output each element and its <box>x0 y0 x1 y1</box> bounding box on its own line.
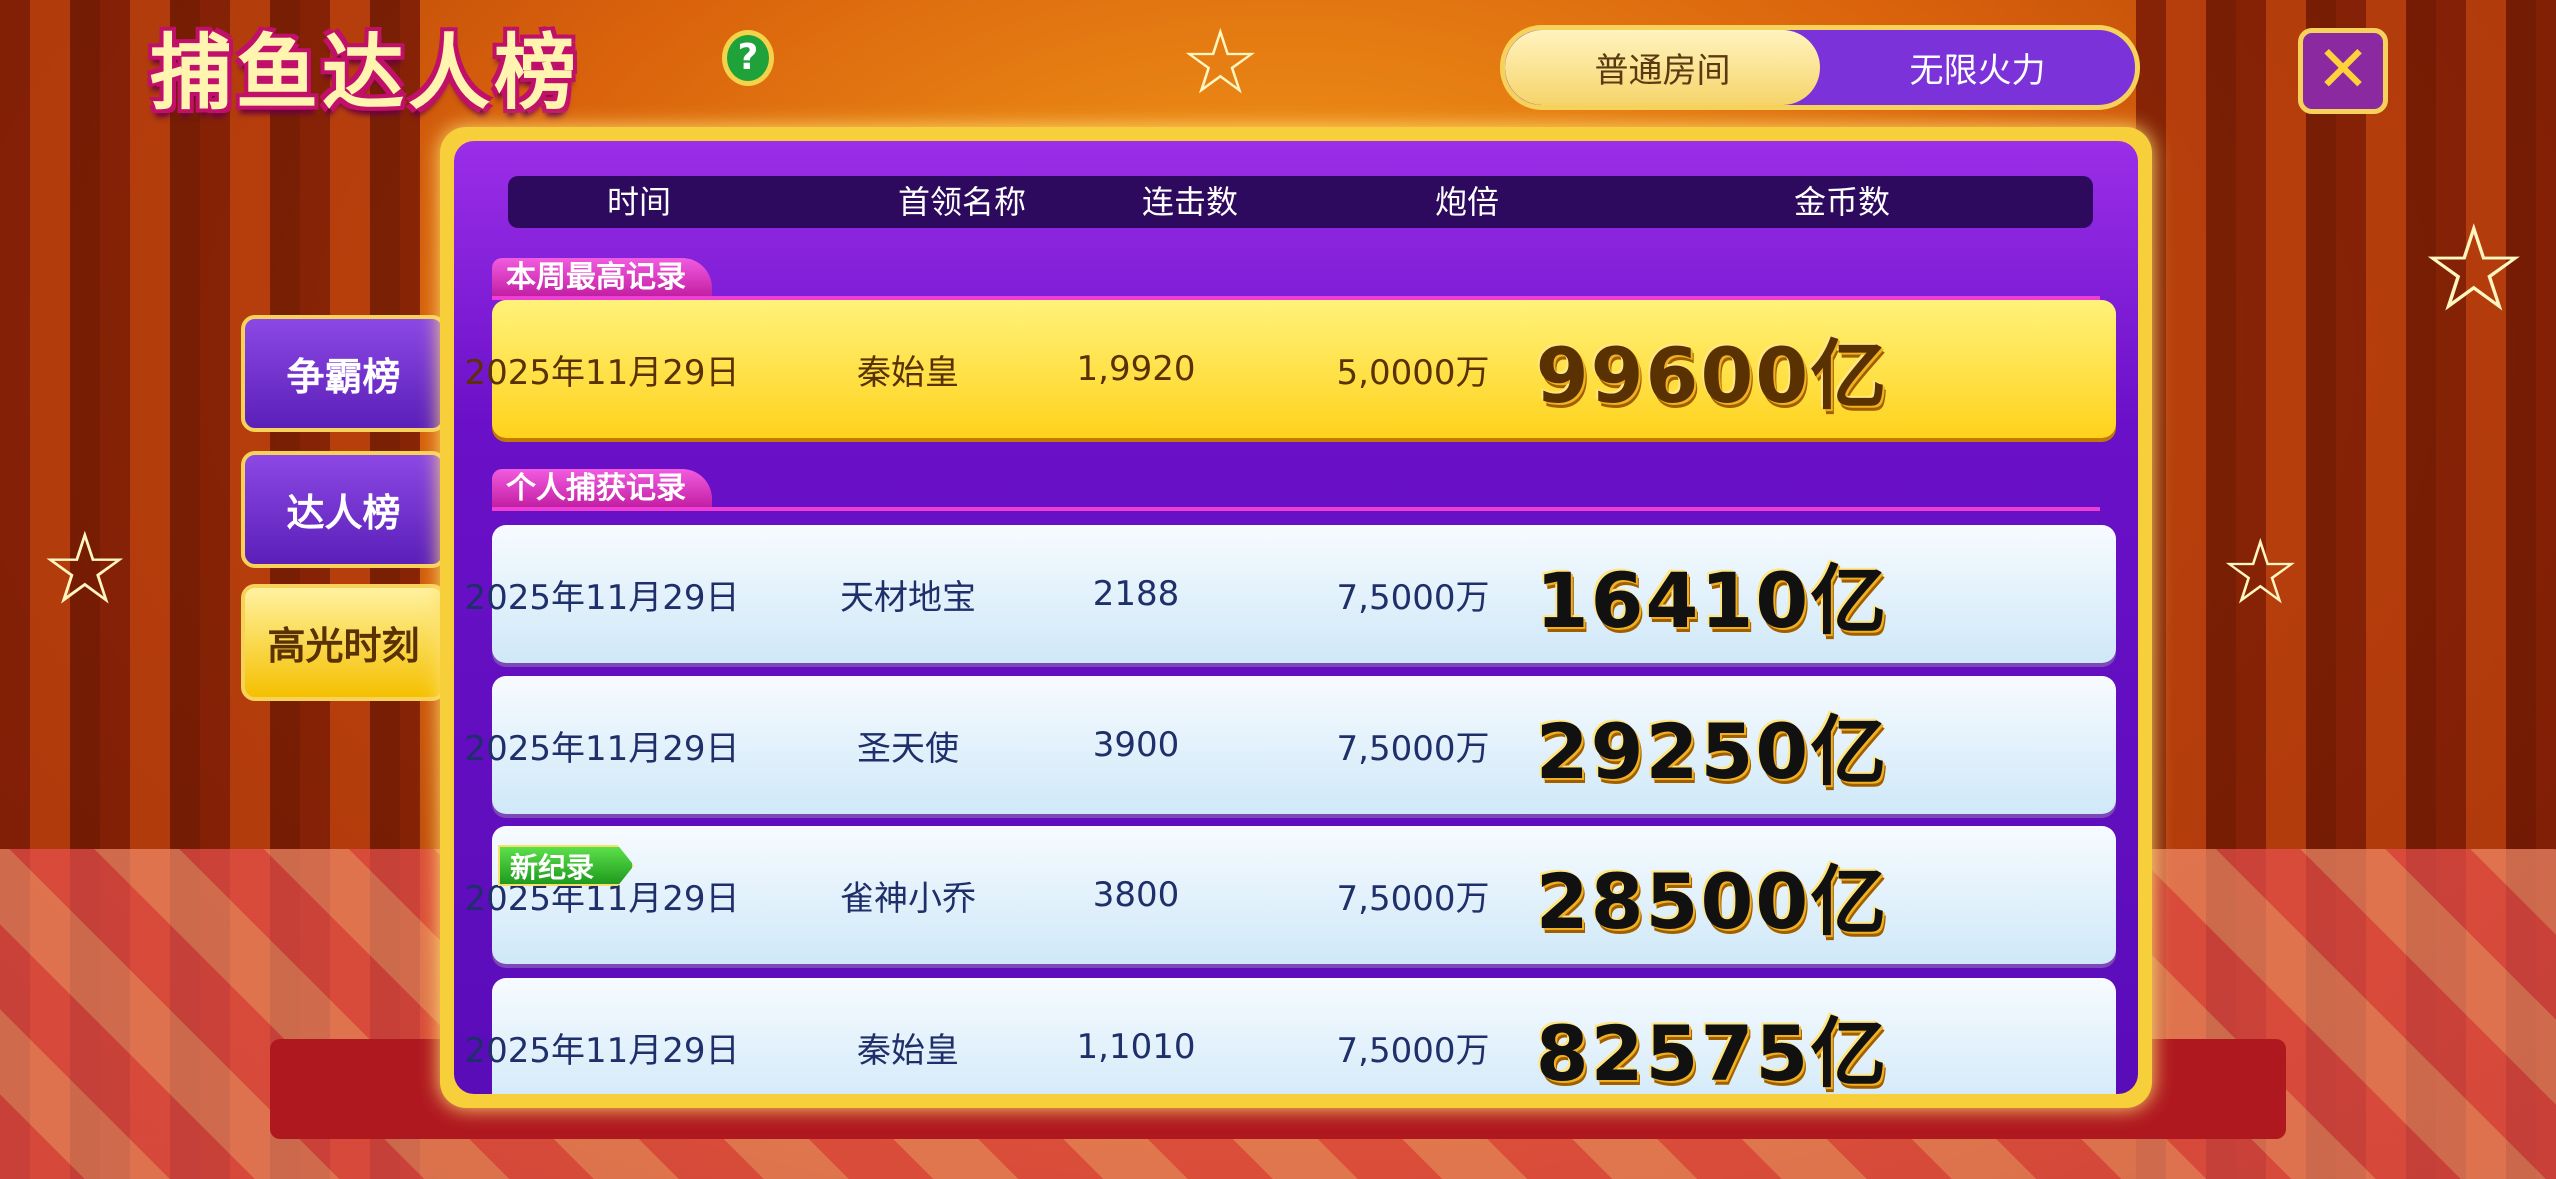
table-header: 时间 首领名称 连击数 炮倍 金币数 <box>508 176 2093 228</box>
cell-time: 2025年11月29日 <box>464 352 740 393</box>
col-multiplier: 炮倍 <box>1434 183 1500 221</box>
cell-boss: 天材地宝 <box>840 577 976 618</box>
divider <box>492 296 2100 300</box>
help-button[interactable]: ? <box>722 30 774 86</box>
tab-unlimited-fire[interactable]: 无限火力 <box>1909 51 2046 91</box>
cell-boss: 秦始皇 <box>857 1030 959 1071</box>
table-row[interactable]: 2025年11月29日 雀神小乔 3800 7,5000万 28500亿 <box>464 826 2116 964</box>
cell-multiplier: 7,5000万 <box>1336 878 1490 919</box>
cell-time: 2025年11月29日 <box>464 728 740 769</box>
col-combo: 连击数 <box>1141 183 1239 221</box>
side-tab-expert[interactable]: 达人榜 <box>241 451 446 568</box>
cell-coins: 82575亿 <box>1535 1009 1889 1094</box>
star-icon: ☆ <box>2420 200 2528 339</box>
cell-multiplier: 5,0000万 <box>1336 352 1490 393</box>
col-time: 时间 <box>606 183 672 221</box>
star-icon: ☆ <box>1180 10 1261 115</box>
cell-coins: 29250亿 <box>1535 707 1889 796</box>
cell-multiplier: 7,5000万 <box>1336 577 1490 618</box>
cell-combo: 1,1010 <box>1076 1027 1196 1067</box>
cell-combo: 1,9920 <box>1076 349 1196 389</box>
cell-boss: 圣天使 <box>857 728 959 769</box>
new-record-badge: 新纪录 <box>498 845 634 886</box>
personal-record-label: 个人捕获记录 <box>492 469 712 509</box>
page-title: 捕鱼达人榜 <box>150 26 581 121</box>
side-tab-highlights[interactable]: 高光时刻 <box>241 584 446 701</box>
close-icon: ✕ <box>2316 33 2370 107</box>
divider <box>492 507 2100 511</box>
col-coins: 金币数 <box>1793 183 1891 221</box>
star-icon: ☆ <box>40 510 130 627</box>
tab-normal-room[interactable]: 普通房间 <box>1505 30 1820 105</box>
table-row[interactable]: 2025年11月29日 圣天使 3900 7,5000万 29250亿 <box>464 676 2116 814</box>
cell-boss: 秦始皇 <box>857 352 959 393</box>
close-button[interactable]: ✕ <box>2298 28 2388 114</box>
cell-combo: 3800 <box>1092 875 1180 915</box>
cell-combo: 2188 <box>1092 574 1180 614</box>
cell-multiplier: 7,5000万 <box>1336 1030 1490 1071</box>
side-tab-championship[interactable]: 争霸榜 <box>241 315 446 432</box>
cell-coins: 28500亿 <box>1535 857 1889 946</box>
cell-boss: 雀神小乔 <box>840 878 976 919</box>
cell-time: 2025年11月29日 <box>464 1030 740 1071</box>
col-boss: 首领名称 <box>897 183 1027 221</box>
leaderboard-frame: 时间 首领名称 连击数 炮倍 金币数 本周最高记录 2025年11月29日 秦始… <box>440 127 2152 1108</box>
table-row[interactable]: 2025年11月29日 秦始皇 1,1010 7,5000万 82575亿 <box>464 978 2116 1094</box>
room-tabs: 普通房间 无限火力 <box>1500 25 2140 110</box>
cell-time: 2025年11月29日 <box>464 577 740 618</box>
cell-coins: 16410亿 <box>1535 556 1889 645</box>
cell-combo: 3900 <box>1092 725 1180 765</box>
weekly-record-label: 本周最高记录 <box>492 258 712 298</box>
cell-multiplier: 7,5000万 <box>1336 728 1490 769</box>
leaderboard-panel: 时间 首领名称 连击数 炮倍 金币数 本周最高记录 2025年11月29日 秦始… <box>454 141 2138 1094</box>
table-row[interactable]: 2025年11月29日 天材地宝 2188 7,5000万 16410亿 <box>464 525 2116 663</box>
star-icon: ☆ <box>2220 520 2301 625</box>
table-row-weekly[interactable]: 2025年11月29日 秦始皇 1,9920 5,0000万 99600亿 <box>464 300 2116 438</box>
cell-coins: 99600亿 <box>1535 331 1889 420</box>
